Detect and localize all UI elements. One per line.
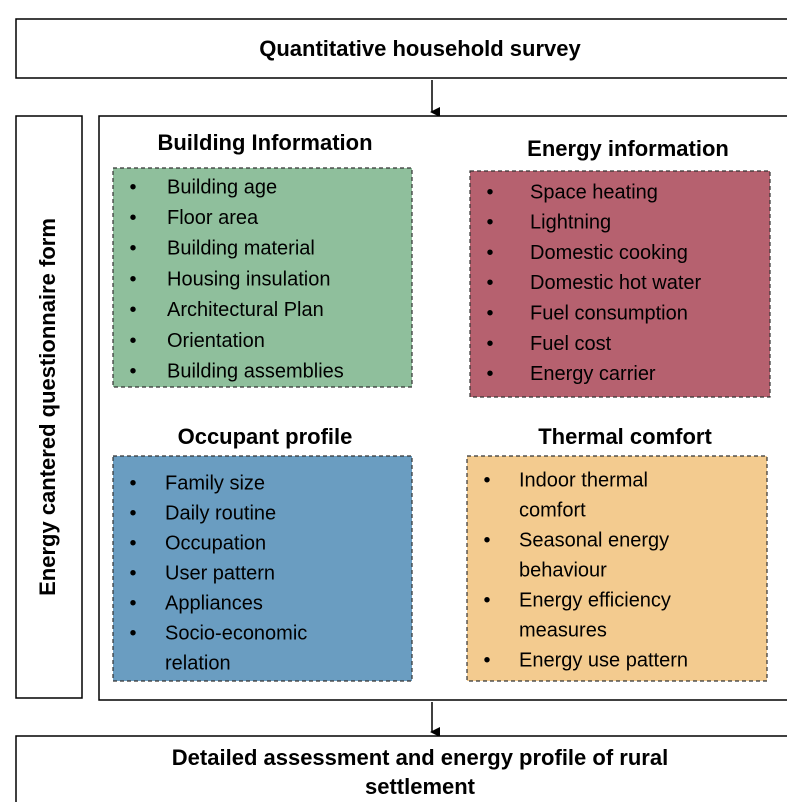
list-item: Housing insulation: [167, 268, 330, 290]
list-item: comfort: [519, 499, 586, 521]
bullet: •: [129, 207, 136, 229]
list-item: measures: [519, 619, 607, 641]
bullet: •: [129, 562, 136, 584]
list-item: Building material: [167, 238, 315, 260]
bullet: •: [486, 242, 493, 264]
bullet: •: [483, 649, 490, 671]
list-item: Daily routine: [165, 502, 276, 524]
panel-box: [469, 170, 771, 398]
panel-box: [112, 455, 413, 682]
footer-line: settlement: [365, 774, 476, 799]
bullet: •: [129, 592, 136, 614]
bullet: •: [129, 502, 136, 524]
panel-box: [466, 455, 768, 682]
list-item: Family size: [165, 472, 265, 494]
list-item: Building assemblies: [167, 360, 344, 382]
bullet: •: [129, 238, 136, 260]
bullet: •: [129, 268, 136, 290]
list-item: behaviour: [519, 559, 607, 581]
list-item: Architectural Plan: [167, 299, 324, 321]
list-item: Indoor thermal: [519, 469, 648, 491]
bullet: •: [486, 272, 493, 294]
list-item: Energy use pattern: [519, 649, 688, 671]
bullet: •: [486, 333, 493, 355]
bullet: •: [483, 529, 490, 551]
bullet: •: [483, 469, 490, 491]
panel-box: [112, 167, 413, 388]
bullet: •: [129, 176, 136, 198]
list-item: Seasonal energy: [519, 529, 669, 551]
bullet: •: [129, 330, 136, 352]
panel-title: Building Information: [157, 130, 372, 155]
list-item: Domestic cooking: [530, 242, 688, 264]
list-item: Space heating: [530, 181, 658, 203]
list-item: Energy efficiency: [519, 589, 671, 611]
list-item: relation: [165, 652, 231, 674]
list-item: Socio-economic: [165, 622, 307, 644]
panel-title: Thermal comfort: [538, 424, 712, 449]
list-item: Occupation: [165, 532, 266, 554]
bullet: •: [486, 302, 493, 324]
list-item: Floor area: [167, 207, 259, 229]
list-item: Fuel cost: [530, 333, 612, 355]
header-title: Quantitative household survey: [259, 36, 581, 61]
list-item: Domestic hot water: [530, 272, 702, 294]
sidebar-box: [15, 115, 83, 699]
list-item: Fuel consumption: [530, 302, 688, 324]
sidebar-label: Energy cantered questionnaire form: [35, 218, 60, 596]
list-item: Orientation: [167, 330, 265, 352]
list-item: Lightning: [530, 212, 611, 234]
bullet: •: [129, 299, 136, 321]
bullet: •: [129, 532, 136, 554]
bullet: •: [486, 212, 493, 234]
header-box: [15, 18, 787, 79]
list-item: Building age: [167, 176, 277, 198]
bullet: •: [486, 363, 493, 385]
bullet: •: [486, 181, 493, 203]
list-item: User pattern: [165, 562, 275, 584]
footer-line: Detailed assessment and energy profile o…: [172, 745, 668, 770]
panel-title: Occupant profile: [178, 424, 353, 449]
list-item: Energy carrier: [530, 363, 656, 385]
bullet: •: [129, 472, 136, 494]
bullet: •: [129, 360, 136, 382]
panel-title: Energy information: [527, 136, 729, 161]
list-item: Appliances: [165, 592, 263, 614]
bullet: •: [483, 589, 490, 611]
bullet: •: [129, 622, 136, 644]
footer-box: [15, 735, 787, 802]
